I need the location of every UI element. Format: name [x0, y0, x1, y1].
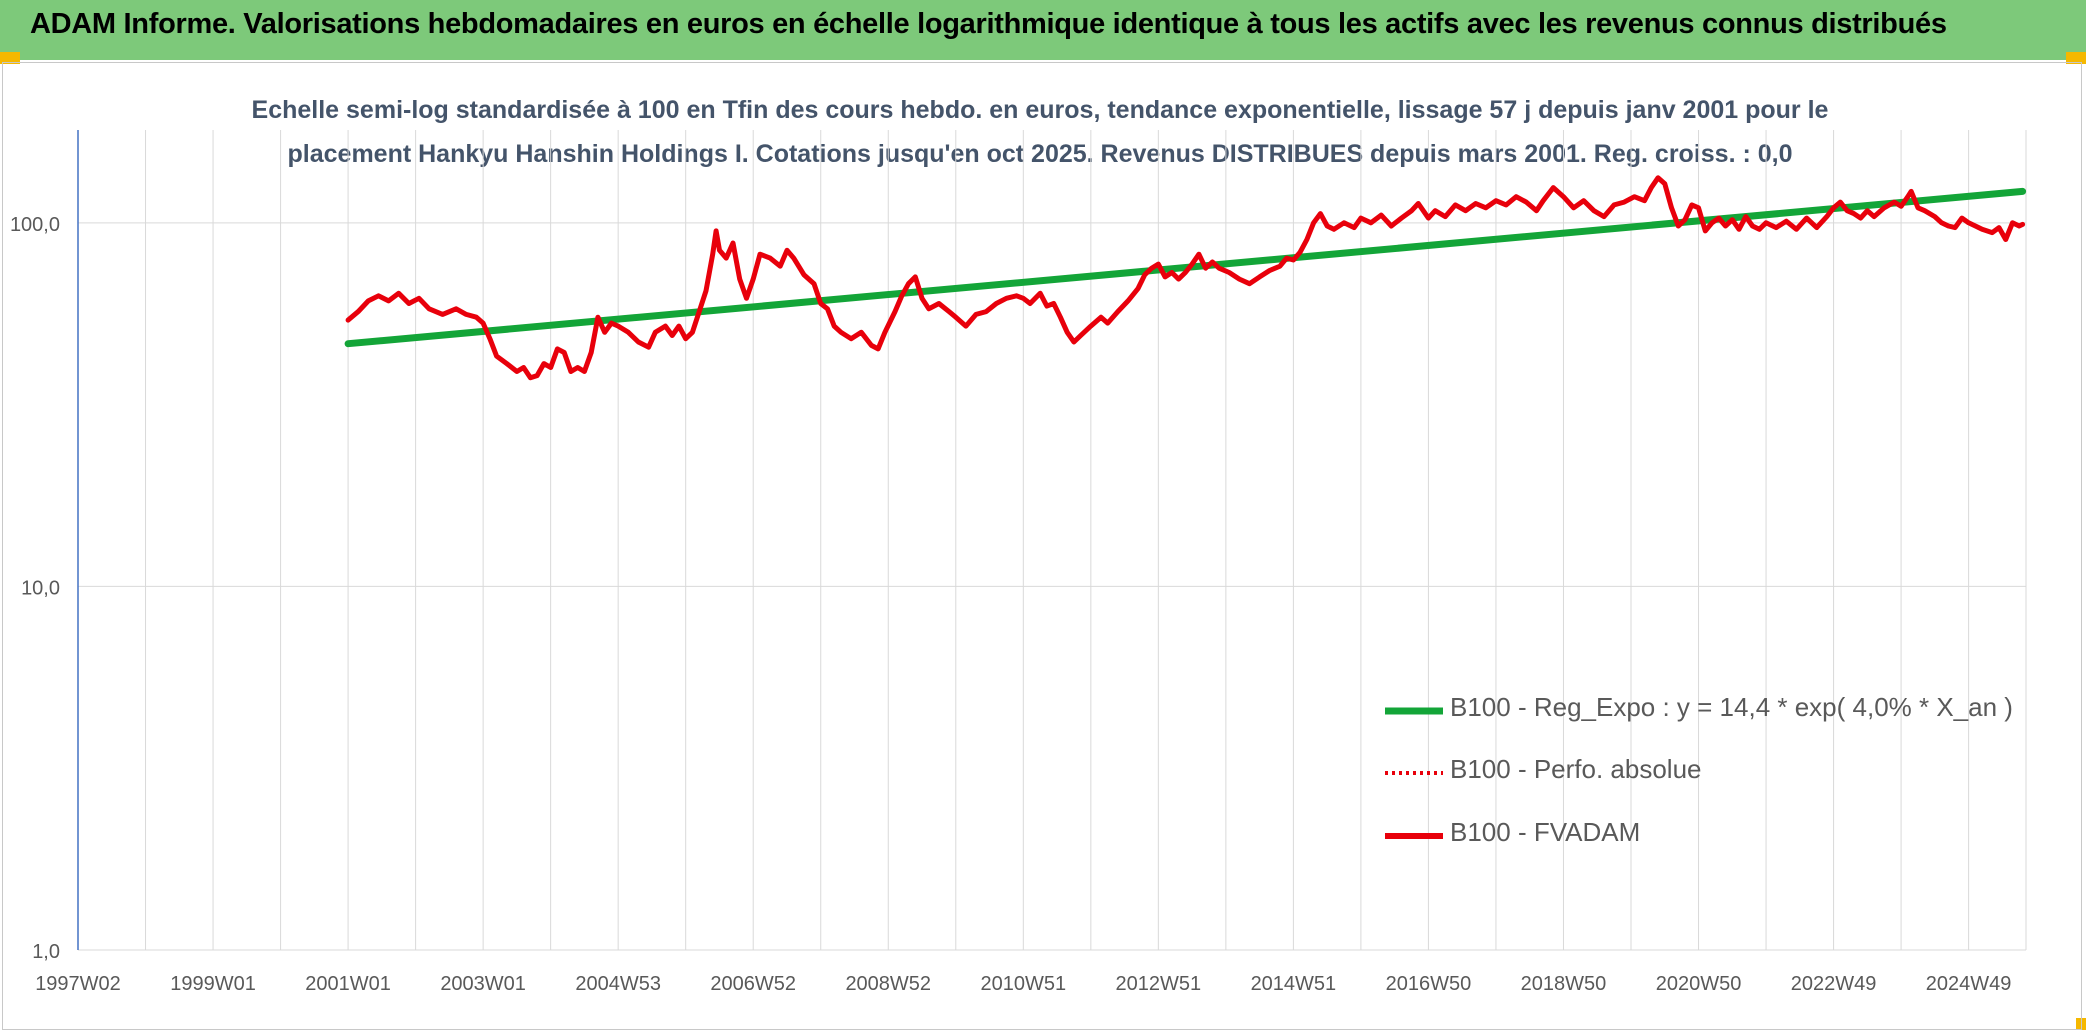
x-tick-label: 2014W51 [1251, 973, 1337, 995]
x-tick-label: 2022W49 [1791, 973, 1877, 995]
chart-title-line-1: Echelle semi-log standardisée à 100 en T… [251, 96, 1829, 124]
report-banner: ADAM Informe. Valorisations hebdomadaire… [0, 0, 2086, 60]
x-tick-label: 2006W52 [710, 973, 796, 995]
legend-label-fvadam: B100 - FVADAM [1450, 817, 1641, 847]
chart-title: Echelle semi-log standardisée à 100 en T… [230, 88, 1850, 176]
fvadam-line [345, 175, 2026, 381]
gridlines [77, 130, 2027, 951]
x-tick-label: 2024W49 [1926, 973, 2012, 995]
y-tick-label: 10,0 [21, 577, 60, 599]
x-tick-label: 1997W02 [35, 973, 121, 995]
axes: 1,0 10,0 100,0 1997W02 1999W01 2001W01 2003W01… [10, 130, 2011, 995]
legend-label-perfo-absolue: B100 - Perfo. absolue [1450, 754, 1702, 784]
corner-marker-top-right [2066, 52, 2086, 64]
x-tick-label: 2020W50 [1656, 973, 1742, 995]
x-tick-label: 2003W01 [440, 973, 526, 995]
report-banner-title: ADAM Informe. Valorisations hebdomadaire… [30, 8, 1947, 40]
legend-label-regression: B100 - Reg_Expo : y = 14,4 * exp( 4,0% *… [1450, 692, 2013, 722]
x-tick-label: 2010W51 [980, 973, 1066, 995]
x-tick-label: 2016W50 [1386, 973, 1472, 995]
x-tick-label: 2001W01 [305, 973, 391, 995]
series-lines [344, 175, 2027, 381]
x-tick-label: 1999W01 [170, 973, 256, 995]
chart-frame [2, 62, 2082, 1030]
x-tick-label: 2012W51 [1116, 973, 1202, 995]
legend [1385, 707, 1443, 839]
x-tick-label: 2008W52 [845, 973, 931, 995]
y-tick-label: 1,0 [32, 941, 60, 963]
chart-title-line-2: placement Hankyu Hanshin Holdings I. Cot… [287, 140, 1793, 168]
y-tick-label: 100,0 [10, 214, 60, 236]
corner-marker-top-left [0, 52, 20, 64]
x-tick-label: 2018W50 [1521, 973, 1607, 995]
x-tick-label: 2004W53 [575, 973, 661, 995]
